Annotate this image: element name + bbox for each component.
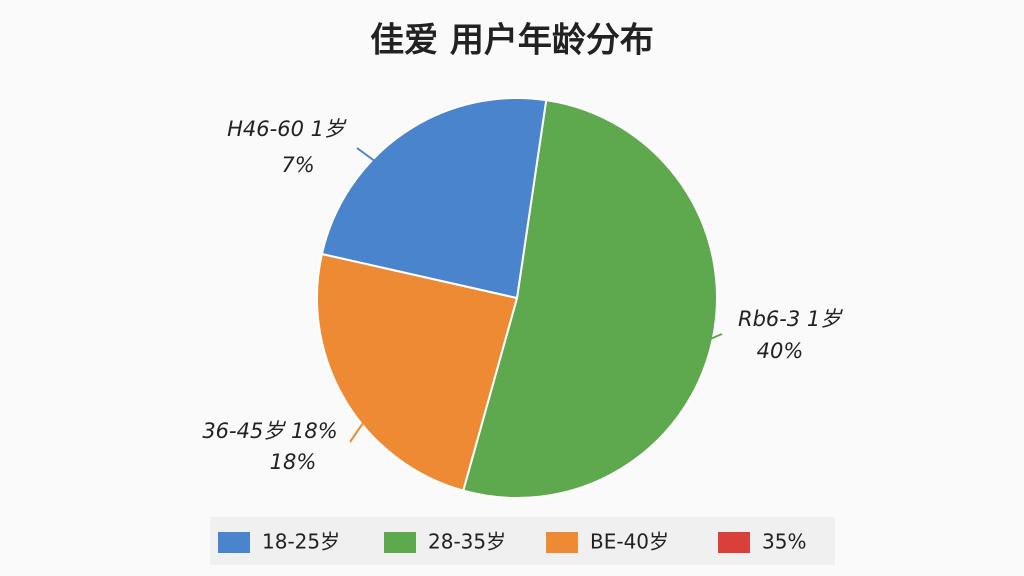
legend-label: 35% — [762, 530, 806, 554]
legend-swatch — [384, 532, 416, 553]
legend-label: BE-40岁 — [590, 530, 669, 554]
legend-swatch — [218, 532, 250, 553]
pie-slice — [316, 252, 519, 492]
legend-swatch — [546, 532, 578, 553]
pie-slice — [320, 97, 548, 300]
slice-percent: 7% — [281, 153, 314, 177]
slice-label: Rb6-3 1岁 — [738, 307, 843, 331]
pie-slice — [461, 99, 718, 499]
leader-line — [707, 333, 723, 341]
leader-line — [356, 147, 377, 163]
slice-percent: 18% — [270, 450, 317, 474]
legend-swatch — [718, 532, 750, 553]
leader-line — [349, 409, 373, 443]
slice-percent: 40% — [757, 339, 804, 363]
slice-label: Н46-60 1岁 — [227, 117, 347, 141]
legend-label: 18-25岁 — [262, 530, 340, 554]
chart-title: 佳爱 用户年龄分布 — [370, 21, 654, 61]
legend-label: 28-35岁 — [428, 530, 506, 554]
slice-label: 36-45岁 18% — [202, 419, 337, 443]
